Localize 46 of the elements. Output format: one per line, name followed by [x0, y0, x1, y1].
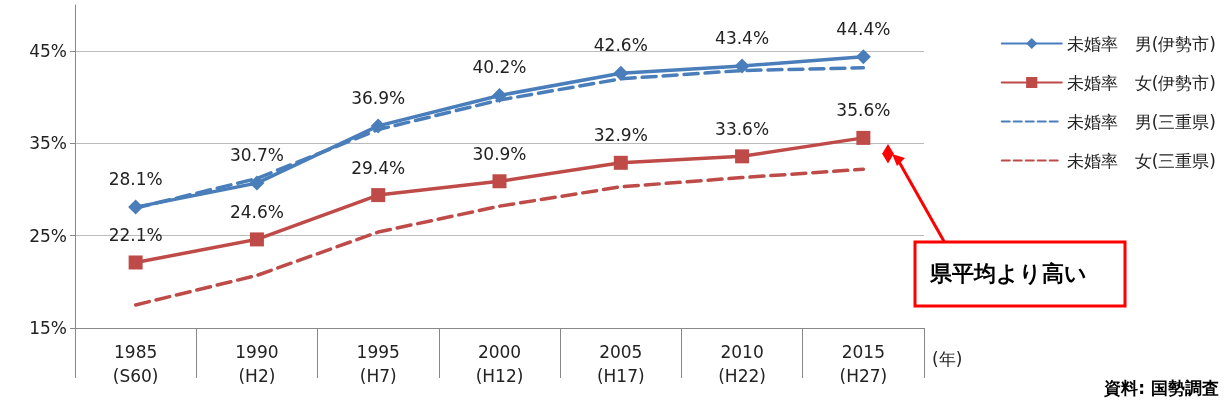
- data-label: 30.7%: [229, 145, 284, 166]
- data-label: 24.6%: [229, 201, 284, 222]
- legend-label: 未婚率 女(伊勢市): [1066, 72, 1216, 93]
- data-label: 44.4%: [836, 18, 891, 39]
- point: [249, 175, 265, 191]
- x-tick-label: 2010 (H22): [718, 342, 766, 386]
- data-label: 43.4%: [715, 27, 770, 48]
- point: [371, 188, 386, 203]
- x-tick-label: 2005 (H17): [596, 342, 645, 386]
- point: [855, 49, 871, 65]
- text: 資料: 国勢調査: [1103, 377, 1219, 398]
- data-label: 42.6%: [593, 35, 648, 56]
- data-label: 29.4%: [351, 157, 406, 178]
- legend-label: 未婚率 男(三重県): [1066, 111, 1216, 132]
- legend-label: 未婚率 女(三重県): [1066, 150, 1216, 171]
- data-label: 28.1%: [108, 169, 163, 190]
- data-label: 30.9%: [472, 143, 527, 164]
- point: [613, 155, 628, 170]
- y-tick-label: 25%: [29, 225, 67, 246]
- text: 県平均より高い: [929, 260, 1087, 286]
- point: [856, 130, 871, 145]
- point: [735, 149, 750, 164]
- y-tick-label: 45%: [29, 41, 67, 62]
- data-label: 32.9%: [593, 125, 648, 146]
- point: [128, 199, 144, 215]
- data-label: 22.1%: [108, 224, 163, 245]
- x-tick-label: 1990 (H2): [235, 342, 279, 386]
- x-tick-label: 1985 (S60): [112, 342, 159, 386]
- x-tick-label: 2000 (H12): [475, 342, 524, 386]
- point: [613, 65, 629, 81]
- point: [128, 255, 143, 270]
- point: [370, 118, 386, 134]
- data-label: 40.2%: [472, 57, 527, 78]
- x-tick-label: 2015 (H27): [839, 342, 888, 386]
- x-axis-title: (年): [932, 348, 963, 369]
- data-label: 35.6%: [836, 100, 891, 121]
- point: [734, 58, 750, 74]
- x-tick-label: 1995 (H7): [356, 342, 400, 386]
- y-tick-label: 15%: [29, 318, 67, 338]
- legend-label: 未婚率 男(伊勢市): [1066, 33, 1216, 54]
- point: [249, 232, 264, 247]
- point: [492, 174, 507, 189]
- y-tick-label: 35%: [29, 133, 67, 154]
- data-label: 33.6%: [715, 118, 770, 139]
- point: [492, 87, 507, 103]
- data-label: 36.9%: [351, 87, 406, 108]
